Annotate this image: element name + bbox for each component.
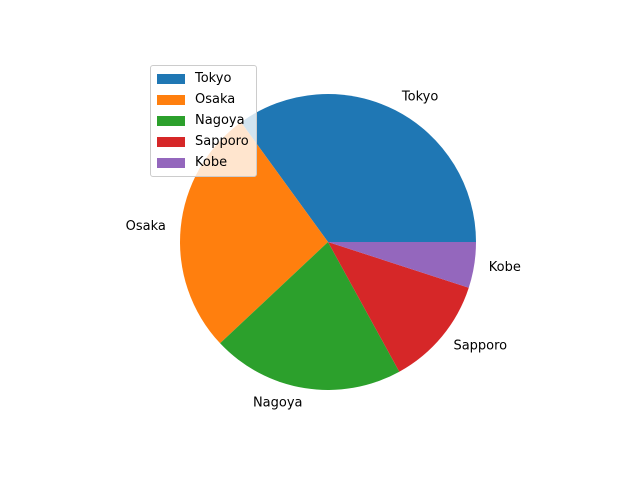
pie-slice-tokyo [241,94,476,243]
legend-swatch-sapporo [157,136,185,147]
legend-item-osaka: Osaka [151,89,256,110]
legend-label-tokyo: Tokyo [195,71,232,86]
pie-slice-osaka [180,122,328,344]
legend-label-osaka: Osaka [195,92,236,107]
pie-slices [180,94,476,390]
pie-label-nagoya: Nagoya [253,395,303,410]
legend-label-kobe: Kobe [195,155,228,170]
legend: Tokyo Osaka Nagoya Sapporo Kobe [150,65,257,177]
pie-slice-nagoya [220,242,400,390]
pie-label-osaka: Osaka [126,219,166,234]
pie-label-sapporo: Sapporo [453,338,507,353]
legend-label-nagoya: Nagoya [195,113,245,128]
pie-label-kobe: Kobe [489,260,521,275]
legend-item-nagoya: Nagoya [151,110,256,131]
legend-swatch-osaka [157,94,185,105]
legend-label-sapporo: Sapporo [195,134,249,149]
legend-item-sapporo: Sapporo [151,131,256,152]
legend-swatch-kobe [157,157,185,168]
legend-swatch-tokyo [157,73,185,84]
legend-swatch-nagoya [157,115,185,126]
pie-slice-labels: Tokyo Osaka Nagoya Sapporo Kobe [126,89,521,410]
pie-slice-kobe [328,242,476,288]
legend-item-tokyo: Tokyo [151,68,256,89]
pie-label-tokyo: Tokyo [401,89,438,104]
pie-slice-sapporo [328,242,469,372]
legend-item-kobe: Kobe [151,152,256,173]
